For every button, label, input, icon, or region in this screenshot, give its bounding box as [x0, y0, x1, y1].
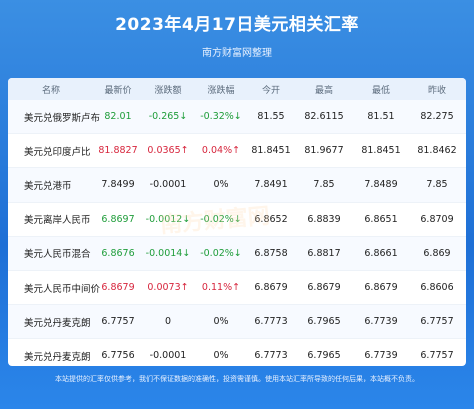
- row-change: -0.0014↓: [145, 247, 191, 259]
- row-high: 6.7965: [307, 316, 341, 328]
- row-change-pct: -0.02%↓: [200, 247, 242, 259]
- row-name: 美元兑港币: [24, 180, 72, 192]
- row-change: 0.0365↑: [147, 145, 189, 157]
- row-change-pct: 0%: [213, 316, 229, 328]
- row-last: 6.8679: [101, 282, 135, 294]
- row-prev-close: 6.869: [423, 247, 451, 259]
- col-high: 最高: [314, 85, 333, 96]
- col-name: 名称: [41, 85, 60, 96]
- row-name: 美元兑印度卢比: [24, 146, 91, 158]
- row-prev-close: 6.8709: [420, 213, 454, 225]
- row-change: -0.0001: [149, 350, 187, 362]
- row-last: 6.7757: [101, 316, 135, 328]
- disclaimer-text: 本站提供的汇率仅供参考，我们不保证数据的准确性，投资需谨慎。使用本站汇率所导致的…: [55, 375, 419, 383]
- row-low: 81.51: [367, 111, 395, 123]
- row-low: 7.8489: [364, 179, 398, 191]
- row-name: 美元人民币混合: [24, 249, 91, 261]
- row-high: 6.8679: [307, 282, 341, 294]
- row-open: 7.8491: [254, 179, 288, 191]
- col-open: 今开: [261, 85, 280, 96]
- table-row: 美元兑丹麦克朗 6.7757 0 0% 6.7773 6.7965 6.7739 6.7757: [8, 305, 466, 340]
- row-low: 6.7739: [364, 350, 398, 362]
- row-prev-close: 81.8462: [417, 145, 457, 157]
- row-open: 81.55: [257, 111, 285, 123]
- row-open: 6.8679: [254, 282, 288, 294]
- col-low: 最低: [371, 85, 390, 96]
- row-prev-close: 6.7757: [420, 316, 454, 328]
- row-high: 82.6115: [304, 111, 344, 123]
- col-change: 涨跌额: [154, 85, 182, 96]
- row-change-pct: 0%: [213, 350, 229, 362]
- row-change: 0: [164, 316, 172, 328]
- table-header: 名称 最新价 涨跌额 涨跌幅 今开 最高 最低 昨收: [8, 78, 466, 100]
- exchange-rate-table: 名称 最新价 涨跌额 涨跌幅 今开 最高 最低 昨收 美元兑俄罗斯卢布 82.01…: [8, 78, 466, 366]
- row-last: 6.8676: [101, 247, 135, 259]
- row-open: 6.7773: [254, 350, 288, 362]
- table-row: 美元人民币混合 6.8676 -0.0014↓ -0.02%↓ 6.8758 6.8817…: [8, 236, 466, 271]
- row-low: 6.8679: [364, 282, 398, 294]
- row-last: 81.8827: [98, 145, 138, 157]
- row-change-pct: 0.11%↑: [201, 282, 241, 294]
- row-prev-close: 6.8606: [420, 282, 454, 294]
- row-low: 6.8651: [364, 213, 398, 225]
- row-change-pct: 0.04%↑: [201, 145, 241, 157]
- row-low: 6.8661: [364, 247, 398, 259]
- row-open: 6.8652: [254, 213, 288, 225]
- row-change: -0.265↓: [148, 111, 188, 123]
- table-row: 美元兑俄罗斯卢布 82.01 -0.265↓ -0.32%↓ 81.55 82.6115 8…: [8, 100, 466, 135]
- row-high: 6.8817: [307, 247, 341, 259]
- row-open: 81.8451: [251, 145, 291, 157]
- row-high: 81.9677: [304, 145, 344, 157]
- row-name: 美元兑俄罗斯卢布: [24, 112, 101, 124]
- row-low: 81.8451: [361, 145, 401, 157]
- table-row: 美元兑港币 7.8499 -0.0001 0% 7.8491 7.85 7.8489 7.85: [8, 168, 466, 203]
- page-subtitle: 南方财富网整理: [202, 48, 272, 59]
- row-high: 6.7965: [307, 350, 341, 362]
- table-row: 美元人民币中间价 6.8679 0.0073↑ 0.11%↑ 6.8679 6.8679 6…: [8, 271, 466, 306]
- row-prev-close: 7.85: [426, 179, 448, 191]
- row-change: 0.0073↑: [147, 282, 189, 294]
- row-last: 6.8697: [101, 213, 135, 225]
- row-last: 82.01: [104, 111, 132, 123]
- row-change-pct: -0.32%↓: [200, 111, 242, 123]
- row-high: 7.85: [313, 179, 335, 191]
- row-change: -0.0001: [149, 179, 187, 191]
- row-open: 6.7773: [254, 316, 288, 328]
- col-change-pct: 涨跌幅: [207, 85, 235, 96]
- row-change-pct: 0%: [213, 179, 229, 191]
- row-last: 7.8499: [101, 179, 135, 191]
- col-prev-close: 昨收: [427, 85, 446, 96]
- row-open: 6.8758: [254, 247, 288, 259]
- row-last: 6.7756: [101, 350, 135, 362]
- row-low: 6.7739: [364, 316, 398, 328]
- row-prev-close: 6.7757: [420, 350, 454, 362]
- table-row: 美元兑印度卢比 81.8827 0.0365↑ 0.04%↑ 81.8451 81.967…: [8, 134, 466, 169]
- row-change-pct: -0.02%↓: [200, 213, 242, 225]
- row-name: 美元人民币中间价: [24, 283, 101, 295]
- row-change: -0.0012↓: [145, 213, 191, 225]
- col-last: 最新价: [104, 85, 132, 96]
- table-row: 美元离岸人民币 6.8697 -0.0012↓ -0.02%↓ 6.8652 6.8839…: [8, 203, 466, 237]
- row-prev-close: 82.275: [420, 111, 454, 123]
- row-high: 6.8839: [307, 213, 341, 225]
- page-title: 2023年4月17日美元相关汇率: [115, 15, 359, 35]
- row-name: 美元兑丹麦克朗: [24, 351, 91, 363]
- row-name: 美元兑丹麦克朗: [24, 317, 91, 329]
- table-row: 美元兑丹麦克朗 6.7756 -0.0001 0% 6.7773 6.7965 6.7739…: [8, 339, 466, 366]
- row-name: 美元离岸人民币: [24, 215, 91, 227]
